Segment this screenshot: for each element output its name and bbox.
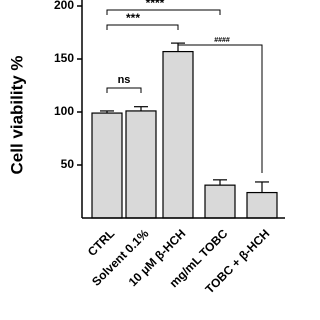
bar	[204, 184, 236, 219]
y-tick-label: 50	[61, 157, 75, 171]
significance-label: ***	[126, 11, 140, 25]
y-axis-label: Cell viability %	[7, 55, 26, 174]
significance-label: ####	[214, 37, 230, 44]
y-tick-label: 200	[54, 0, 74, 12]
bar	[91, 112, 123, 219]
significance-bracket	[106, 87, 142, 93]
bar	[246, 191, 278, 219]
significance-label: ns	[118, 74, 131, 86]
bar	[162, 50, 194, 219]
y-tick-label: 150	[54, 51, 74, 65]
significance-label: ****	[146, 0, 165, 10]
significance-bracket	[106, 24, 179, 30]
y-tick-label: 100	[54, 104, 74, 118]
significance-bracket	[177, 44, 263, 173]
significance-bracket	[106, 9, 221, 15]
bar	[125, 110, 157, 219]
